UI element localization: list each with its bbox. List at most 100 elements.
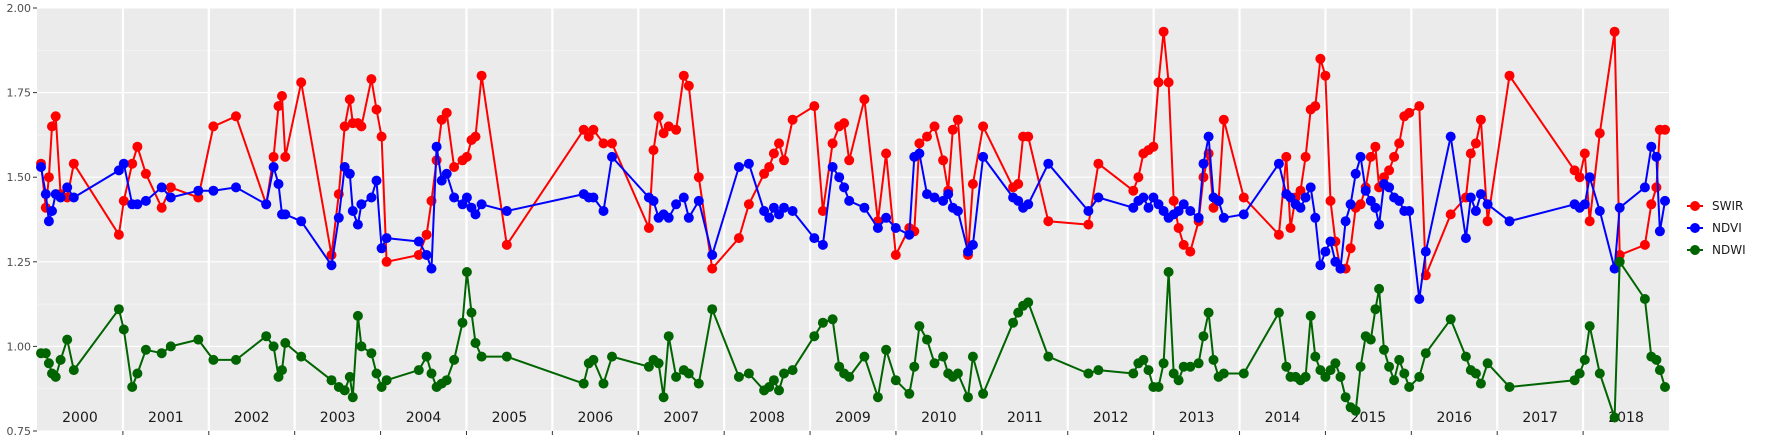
legend-key-dot [1690, 223, 1700, 233]
data-point-swir [764, 162, 775, 172]
data-point-swir [132, 141, 143, 152]
data-point-ndwi [356, 341, 367, 352]
data-point-swir [743, 199, 754, 210]
data-point-ndvi [501, 206, 512, 216]
data-point-ndwi [1203, 307, 1214, 318]
data-point-swir [588, 124, 599, 135]
data-point-ndvi [273, 179, 284, 189]
grid-lines [37, 7, 1669, 432]
data-point-swir [1218, 114, 1229, 125]
data-point-ndwi [1584, 321, 1595, 332]
data-point-ndwi [1163, 267, 1174, 277]
data-point-ndvi [759, 206, 770, 216]
data-point-ndwi [1093, 365, 1104, 376]
data-point-ndvi [339, 162, 350, 172]
year-label: 2012 [1093, 410, 1129, 426]
data-point-ndwi [1218, 368, 1229, 379]
data-point-swir [268, 151, 279, 162]
data-point-ndwi [1320, 371, 1331, 382]
data-point-swir [421, 229, 432, 240]
data-point-ndvi [268, 162, 279, 172]
data-point-swir [1584, 216, 1595, 227]
data-point-ndwi [156, 348, 167, 359]
data-point-ndwi [1370, 304, 1381, 315]
data-point-ndwi [1305, 310, 1316, 321]
data-point-swir [1158, 26, 1169, 37]
data-point-ndvi [208, 185, 219, 196]
data-point-ndvi [1193, 212, 1204, 223]
data-point-swir [413, 250, 424, 260]
data-point-swir [952, 114, 963, 125]
year-label: 2009 [835, 410, 871, 426]
data-point-ndvi [1654, 226, 1665, 237]
data-point-ndvi [1404, 206, 1415, 216]
data-point-ndvi [1138, 192, 1149, 203]
data-point-ndwi [872, 392, 883, 403]
data-point-ndwi [1138, 354, 1149, 365]
data-point-ndwi [1654, 365, 1665, 376]
data-point-swir [1574, 172, 1585, 183]
data-point-ndwi [1335, 371, 1346, 382]
data-point-ndvi [588, 192, 599, 203]
data-point-swir [817, 206, 828, 216]
data-point-swir [296, 77, 307, 88]
data-point-ndwi [470, 338, 481, 348]
data-point-ndwi [817, 317, 828, 328]
data-point-ndwi [208, 354, 219, 365]
data-point-ndwi [929, 358, 940, 369]
data-point-ndvi [476, 199, 487, 210]
data-point-ndvi [118, 158, 129, 169]
data-point-ndwi [1414, 371, 1425, 382]
data-point-swir [1470, 138, 1481, 149]
data-point-ndvi [193, 185, 204, 196]
data-point-swir [118, 195, 129, 206]
data-point-ndvi [1345, 199, 1356, 210]
data-point-swir [1128, 185, 1139, 196]
data-point-ndwi [904, 388, 915, 399]
data-point-ndwi [768, 375, 779, 386]
data-point-ndvi [55, 192, 66, 203]
data-point-ndvi [68, 192, 79, 203]
data-point-ndwi [1374, 283, 1385, 294]
data-point-swir [1404, 107, 1415, 118]
data-point-ndvi [881, 212, 892, 223]
data-point-ndvi [165, 192, 176, 203]
data-point-ndvi [381, 233, 392, 244]
data-point-swir [113, 229, 124, 240]
data-point-ndvi [1238, 209, 1249, 220]
data-point-ndvi [421, 250, 432, 260]
data-point-ndwi [1193, 358, 1204, 369]
data-point-swir [1198, 172, 1209, 183]
data-point-ndvi [1639, 182, 1650, 193]
data-point-swir [947, 124, 958, 135]
data-point-ndwi [1273, 307, 1284, 318]
data-point-ndwi [261, 331, 272, 342]
data-point-ndwi [466, 307, 477, 318]
data-point-swir [339, 121, 350, 132]
y-tick-label: 1.25 [7, 256, 32, 269]
data-point-swir [643, 223, 654, 233]
data-point-ndvi [834, 172, 845, 183]
data-point-ndwi [1384, 361, 1395, 372]
data-point-swir [1325, 195, 1336, 206]
data-point-ndwi [1660, 382, 1670, 392]
data-point-ndwi [809, 331, 820, 342]
data-point-ndvi [231, 182, 241, 193]
data-point-swir [1163, 77, 1174, 88]
series-ndvi [36, 131, 1670, 304]
year-label: 2000 [62, 410, 98, 426]
data-point-ndwi [1460, 351, 1471, 362]
data-point-ndwi [118, 324, 129, 335]
x-axis [122, 431, 1584, 435]
data-point-ndvi [598, 206, 609, 216]
data-point-ndvi [922, 189, 932, 200]
data-point-ndwi [1482, 358, 1493, 369]
data-point-swir [376, 131, 387, 142]
data-point-ndvi [1374, 219, 1385, 230]
year-label: 2017 [1522, 410, 1558, 426]
data-point-ndvi [827, 162, 838, 172]
data-point-ndvi [156, 182, 167, 193]
data-point-ndwi [787, 365, 798, 376]
data-point-ndwi [1639, 294, 1650, 304]
